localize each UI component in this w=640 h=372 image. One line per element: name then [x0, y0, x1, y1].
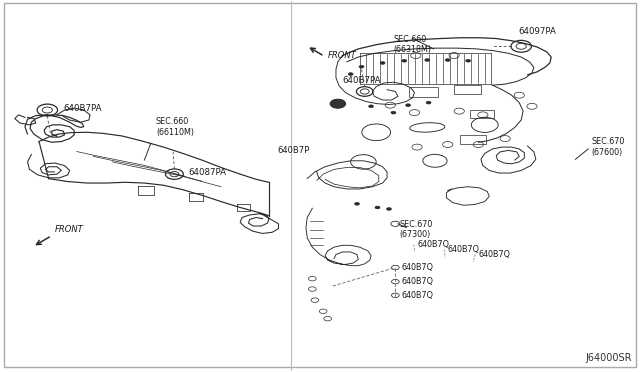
Circle shape: [406, 104, 411, 107]
Circle shape: [380, 61, 385, 64]
Text: 640B7Q: 640B7Q: [448, 245, 480, 254]
Text: 640B7PA: 640B7PA: [342, 76, 381, 85]
Text: SEC.660
(66110M): SEC.660 (66110M): [156, 117, 194, 137]
Text: SEC.670
(67600): SEC.670 (67600): [591, 137, 625, 157]
Circle shape: [330, 99, 346, 108]
Text: FRONT: FRONT: [328, 51, 356, 60]
Circle shape: [369, 105, 374, 108]
Text: 64097PA: 64097PA: [518, 26, 556, 36]
Text: SEC.660
(66318M): SEC.660 (66318M): [394, 35, 431, 54]
Circle shape: [359, 65, 364, 68]
Text: 640B7Q: 640B7Q: [478, 250, 510, 259]
Text: 640B7P: 640B7P: [278, 146, 310, 155]
Circle shape: [391, 111, 396, 114]
Circle shape: [445, 58, 451, 61]
Circle shape: [387, 208, 392, 211]
Text: 640B7PA: 640B7PA: [63, 104, 102, 113]
Text: 640B7Q: 640B7Q: [417, 240, 449, 249]
Circle shape: [348, 73, 353, 76]
Circle shape: [402, 59, 407, 62]
Text: J64000SR: J64000SR: [585, 353, 632, 363]
Text: 640B7Q: 640B7Q: [402, 263, 434, 272]
Circle shape: [355, 202, 360, 205]
Text: SEC.670
(67300): SEC.670 (67300): [400, 219, 433, 239]
Text: 640B7Q: 640B7Q: [402, 277, 434, 286]
Text: FRONT: FRONT: [54, 225, 83, 234]
Circle shape: [426, 101, 431, 104]
Circle shape: [466, 59, 470, 62]
Text: 64087PA: 64087PA: [188, 168, 227, 177]
Text: 640B7Q: 640B7Q: [402, 291, 434, 300]
Circle shape: [425, 58, 430, 61]
Circle shape: [375, 206, 380, 209]
